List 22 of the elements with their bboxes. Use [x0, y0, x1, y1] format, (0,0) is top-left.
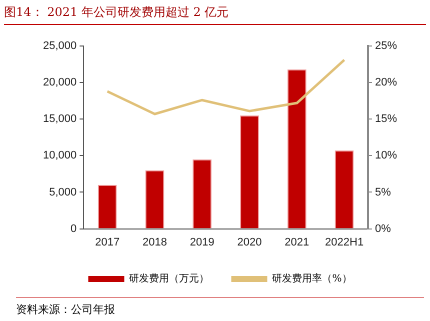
- legend-label: 研发费用（万元）: [129, 272, 210, 285]
- x-tick-label: 2022H1: [325, 236, 364, 248]
- y-tick-label: 15,000: [42, 113, 77, 126]
- y2-tick-label: 25%: [374, 40, 398, 52]
- y2-tick-label: 5%: [374, 186, 392, 198]
- y2-tick-label: 20%: [374, 76, 398, 89]
- chart-title: 图14： 2021 年公司研发费用超过 2 亿元: [4, 4, 229, 21]
- x-tick-label: 2019: [190, 236, 214, 248]
- y2-tick-label: 0%: [374, 222, 392, 235]
- x-tick-label: 2020: [237, 236, 262, 248]
- legend-label: 研发费用率（%）: [272, 272, 352, 285]
- y-tick-label: 10,000: [42, 150, 77, 162]
- y-tick-label: 5,000: [49, 186, 77, 198]
- y2-tick-label: 15%: [374, 113, 398, 126]
- y-tick-label: 20,000: [42, 76, 77, 89]
- x-tick-label: 2018: [142, 236, 167, 248]
- y2-tick-label: 10%: [374, 150, 398, 162]
- x-tick-label: 2021: [284, 236, 310, 248]
- text: 资料来源：公司年报: [16, 302, 115, 317]
- x-tick-label: 2017: [95, 236, 120, 248]
- y-tick-label: 25,000: [42, 40, 77, 52]
- y-tick-label: 0: [70, 222, 77, 235]
